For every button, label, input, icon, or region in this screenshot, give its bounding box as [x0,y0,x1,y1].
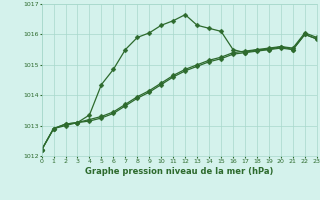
X-axis label: Graphe pression niveau de la mer (hPa): Graphe pression niveau de la mer (hPa) [85,167,273,176]
